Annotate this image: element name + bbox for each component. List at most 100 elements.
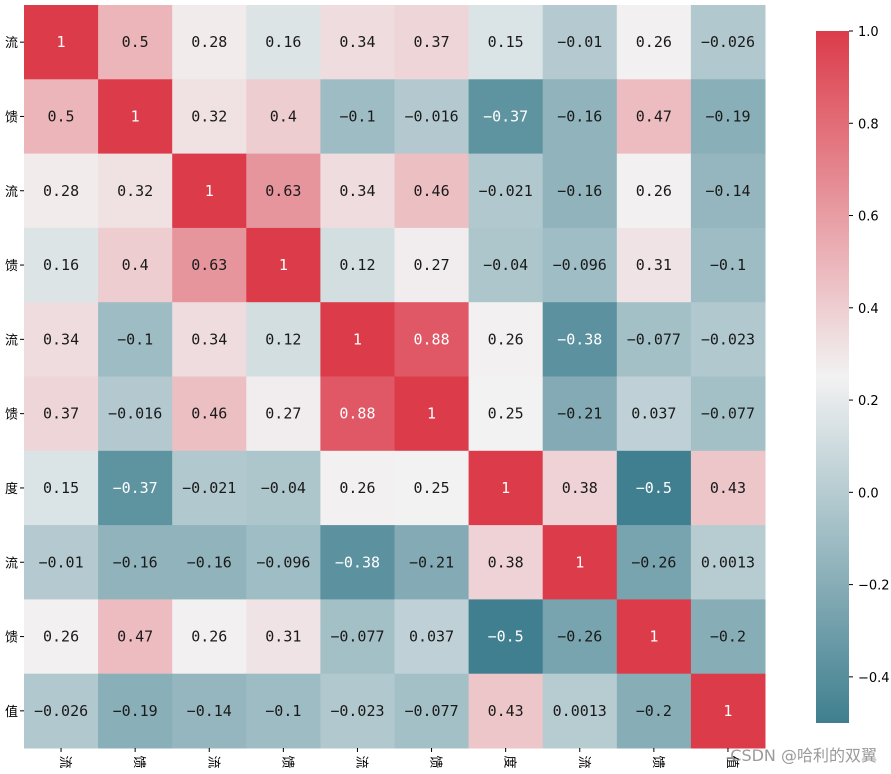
cell-value-label: −0.19 bbox=[113, 702, 158, 720]
cell-value-label: −0.26 bbox=[631, 553, 676, 571]
column-tick-label: 馈 bbox=[279, 755, 294, 768]
cell-value-label: 1 bbox=[57, 33, 66, 51]
cell-value-label: 1 bbox=[205, 182, 214, 200]
cell-value-label: 0.47 bbox=[636, 107, 672, 125]
cell-value-label: −0.14 bbox=[705, 182, 750, 200]
cell-value-label: 0.28 bbox=[43, 182, 79, 200]
row-tick-label: 流 bbox=[5, 185, 18, 200]
heatmap-cell bbox=[320, 227, 395, 303]
row-tick-label: 流 bbox=[5, 556, 18, 571]
column-tick-label: 流 bbox=[205, 755, 220, 768]
heatmap-cell bbox=[616, 450, 692, 526]
colorbar-tick-label: 0.4 bbox=[858, 302, 879, 317]
cell-value-label: 0.16 bbox=[265, 33, 301, 51]
cell-value-label: 0.34 bbox=[43, 330, 79, 348]
cell-value-label: 0.4 bbox=[270, 107, 297, 125]
cell-value-label: 1 bbox=[131, 107, 140, 125]
cell-value-label: −0.2 bbox=[636, 702, 672, 720]
cell-value-label: −0.04 bbox=[483, 256, 528, 274]
row-tick-label: 馈 bbox=[5, 110, 18, 125]
heatmap-cell bbox=[690, 79, 766, 155]
heatmap-cell bbox=[98, 599, 173, 675]
heatmap-cell bbox=[320, 302, 395, 377]
cell-value-label: 0.34 bbox=[339, 33, 375, 51]
heatmap-cell bbox=[394, 302, 470, 377]
heatmap-cell bbox=[616, 525, 692, 600]
heatmap-cell bbox=[690, 5, 766, 80]
heatmap-cell bbox=[172, 79, 247, 155]
cell-value-label: 0.32 bbox=[191, 107, 227, 125]
cell-value-label: −0.01 bbox=[38, 553, 83, 571]
cell-value-label: −0.1 bbox=[710, 256, 746, 274]
cell-value-label: −0.023 bbox=[330, 702, 384, 720]
row-tick-label: 流 bbox=[5, 36, 18, 51]
cell-value-label: −0.077 bbox=[701, 405, 755, 423]
colorbar-tick-label: −0.4 bbox=[858, 671, 890, 686]
cell-value-label: 0.46 bbox=[191, 405, 227, 423]
cell-value-label: −0.026 bbox=[34, 702, 88, 720]
cell-value-label: 0.31 bbox=[265, 628, 301, 646]
heatmap-cell bbox=[98, 79, 173, 155]
cell-value-label: −0.37 bbox=[113, 479, 158, 497]
cell-value-label: 0.27 bbox=[413, 256, 449, 274]
heatmap-cells: 1 0.5 0.28 0.16 0.34 0.37 0.15 −0.01 0.26 −0.026 0… bbox=[24, 5, 766, 749]
heatmap-cell bbox=[690, 599, 766, 675]
cell-value-label: −0.016 bbox=[404, 107, 458, 125]
heatmap-cell bbox=[616, 673, 692, 749]
colorbar-tick-label: 0.6 bbox=[858, 210, 879, 225]
cell-value-label: 1 bbox=[501, 479, 510, 497]
cell-value-label: 0.5 bbox=[48, 107, 75, 125]
heatmap-cell bbox=[616, 5, 692, 80]
watermark-text: CSDN @哈利的双翼 bbox=[730, 746, 877, 765]
cell-value-label: −0.1 bbox=[265, 702, 301, 720]
cell-value-label: 0.34 bbox=[339, 182, 375, 200]
row-tick-label: 流 bbox=[5, 333, 18, 348]
heatmap-cell bbox=[468, 227, 544, 303]
cell-value-label: −0.26 bbox=[557, 628, 602, 646]
heatmap-cell bbox=[172, 450, 247, 526]
column-tick-label: 馈 bbox=[131, 755, 146, 768]
cell-value-label: −0.19 bbox=[705, 107, 750, 125]
heatmap-cell bbox=[98, 450, 173, 526]
heatmap-cell bbox=[542, 599, 618, 675]
cell-value-label: 0.15 bbox=[43, 479, 79, 497]
colorbar-ticks: 1.0 0.8 0.6 0.4 0.2 0.0 −0.2 −0.4 bbox=[849, 25, 890, 686]
heatmap-cell bbox=[320, 376, 395, 452]
cell-value-label: −0.5 bbox=[636, 479, 672, 497]
cell-value-label: 0.31 bbox=[636, 256, 672, 274]
cell-value-label: −0.38 bbox=[557, 330, 602, 348]
heatmap-cell bbox=[246, 673, 321, 749]
heatmap-cell bbox=[320, 450, 395, 526]
cell-value-label: 0.25 bbox=[488, 405, 524, 423]
heatmap-cell bbox=[616, 302, 692, 377]
heatmap-cell bbox=[690, 153, 766, 229]
cell-value-label: 1 bbox=[575, 553, 584, 571]
heatmap-cell bbox=[690, 673, 766, 749]
heatmap-cell bbox=[246, 5, 321, 80]
heatmap-cell bbox=[98, 673, 173, 749]
heatmap-cell bbox=[394, 5, 470, 80]
cell-value-label: −0.077 bbox=[404, 702, 458, 720]
heatmap-cell bbox=[616, 79, 692, 155]
heatmap-cell bbox=[690, 227, 766, 303]
colorbar-tick-label: 0.0 bbox=[858, 486, 879, 501]
colorbar-tick-label: 0.8 bbox=[858, 117, 879, 132]
heatmap-cell bbox=[320, 5, 395, 80]
cell-value-label: 0.25 bbox=[413, 479, 449, 497]
cell-value-label: 0.27 bbox=[265, 405, 301, 423]
heatmap-cell bbox=[246, 525, 321, 600]
cell-value-label: 0.26 bbox=[636, 182, 672, 200]
cell-value-label: −0.16 bbox=[113, 553, 158, 571]
heatmap-cell bbox=[24, 450, 99, 526]
heatmap-cell bbox=[468, 79, 544, 155]
cell-value-label: −0.021 bbox=[479, 182, 533, 200]
cell-value-label: −0.16 bbox=[557, 107, 602, 125]
cell-value-label: −0.21 bbox=[409, 553, 454, 571]
heatmap-cell bbox=[616, 599, 692, 675]
heatmap-cell bbox=[394, 673, 470, 749]
heatmap-cell bbox=[98, 525, 173, 600]
cell-value-label: −0.14 bbox=[187, 702, 232, 720]
cell-value-label: −0.37 bbox=[483, 107, 528, 125]
cell-value-label: 0.037 bbox=[409, 628, 454, 646]
cell-value-label: 0.037 bbox=[631, 405, 676, 423]
